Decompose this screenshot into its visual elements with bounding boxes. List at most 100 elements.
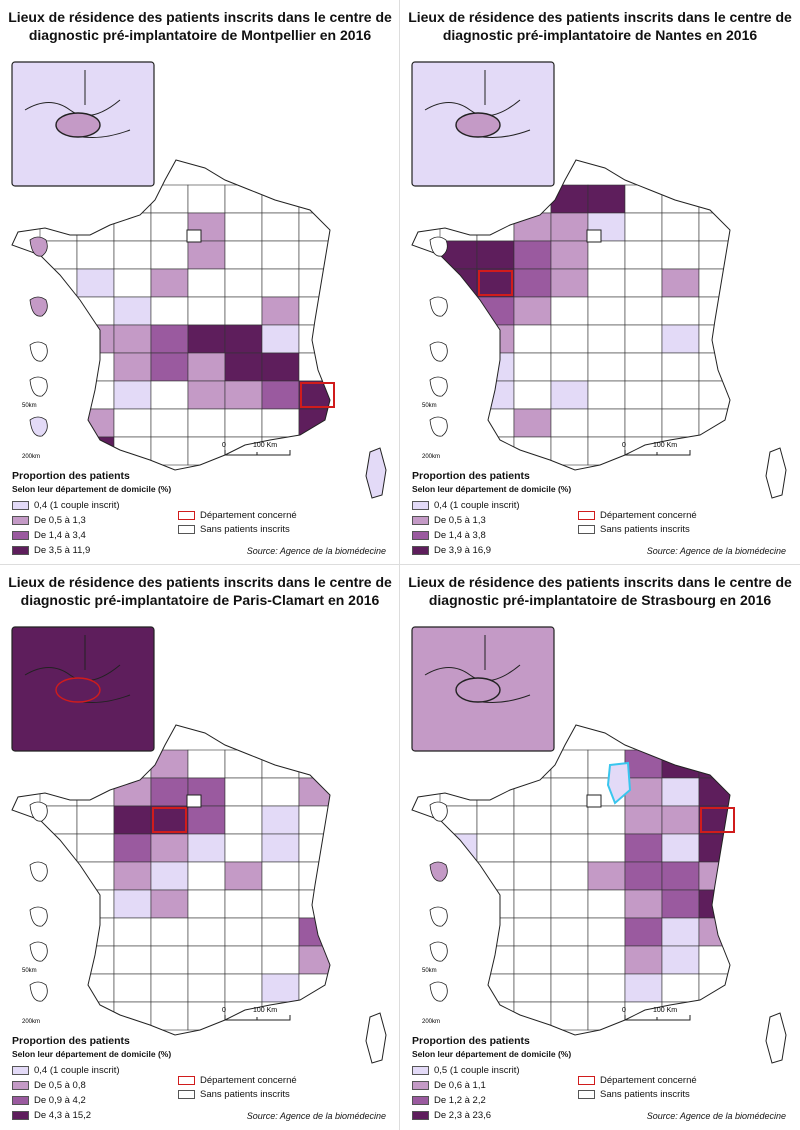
department	[513, 268, 552, 298]
department	[476, 889, 515, 919]
department	[624, 408, 663, 438]
department	[439, 184, 478, 214]
department	[224, 973, 263, 1003]
department	[476, 833, 515, 863]
panel-divider-horizontal	[0, 564, 800, 565]
department	[224, 352, 263, 382]
department	[587, 408, 626, 438]
legend-class-label: De 3,9 à 16,9	[434, 545, 492, 556]
department	[187, 296, 226, 326]
department	[76, 436, 115, 466]
legend-class-item: De 0,5 à 1,3	[412, 515, 486, 526]
department	[150, 212, 189, 242]
legend-class-label: 0,4 (1 couple inscrit)	[434, 500, 520, 511]
department	[587, 240, 626, 270]
department	[624, 945, 663, 975]
legend-swatch	[412, 516, 429, 525]
department	[150, 1001, 189, 1031]
department	[476, 352, 515, 382]
paris-marker	[186, 794, 202, 808]
legend-class-label: De 0,6 à 1,1	[434, 1080, 486, 1091]
department	[587, 805, 626, 835]
legend-title: Proportion des patients	[412, 1035, 530, 1047]
legend-swatch	[12, 531, 29, 540]
department	[39, 1001, 78, 1031]
legend-swatch	[12, 1111, 29, 1120]
department	[150, 408, 189, 438]
department	[187, 380, 226, 410]
legend-class-label: 0,4 (1 couple inscrit)	[34, 1065, 120, 1076]
source-note: Source: Agence de la biomédecine	[646, 1111, 786, 1121]
legend-concerned-label: Département concerné	[200, 1075, 297, 1086]
legend-class-item: De 1,4 à 3,4	[12, 530, 86, 541]
department	[39, 212, 78, 242]
panel-divider-vertical	[399, 0, 400, 1130]
department	[187, 945, 226, 975]
legend-swatch	[12, 516, 29, 525]
legend-swatch-red	[178, 1076, 195, 1085]
legend-class-item: 0,5 (1 couple inscrit)	[412, 1065, 520, 1076]
department	[187, 889, 226, 919]
department	[550, 805, 589, 835]
department	[113, 296, 152, 326]
department	[624, 973, 663, 1003]
department	[150, 184, 189, 214]
department	[261, 408, 300, 438]
overseas-department	[29, 296, 48, 317]
department	[661, 861, 700, 891]
overseas-department	[29, 981, 48, 1002]
department	[587, 1001, 626, 1031]
department	[150, 945, 189, 975]
department	[587, 268, 626, 298]
legend-none-label: Sans patients inscrits	[600, 1089, 690, 1100]
department	[624, 212, 663, 242]
legend-class-item: De 0,6 à 1,1	[412, 1080, 486, 1091]
department	[661, 352, 700, 382]
france-outline	[411, 724, 731, 1036]
scale-label-zero: 0	[622, 1007, 626, 1014]
department	[150, 436, 189, 466]
department	[550, 268, 589, 298]
legend-class-item: De 2,3 à 23,6	[412, 1110, 491, 1121]
paris-marker	[586, 794, 602, 808]
department	[698, 889, 730, 919]
map-title-line1: Lieux de résidence des patients inscrits…	[8, 9, 392, 25]
legend-none-label: Sans patients inscrits	[600, 524, 690, 535]
department	[624, 352, 663, 382]
map-title-line2: diagnostic pré-implantatoire de Nantes e…	[442, 27, 758, 43]
france-map: 50km 200km 0 100 Km	[411, 61, 787, 499]
department	[476, 212, 515, 242]
department	[587, 324, 626, 354]
department	[261, 805, 300, 835]
legend-swatch	[412, 1081, 429, 1090]
department	[150, 380, 189, 410]
legend-class-item: De 0,5 à 0,8	[12, 1080, 86, 1091]
department	[661, 889, 700, 919]
department	[624, 833, 663, 863]
department	[298, 805, 330, 835]
department	[113, 380, 152, 410]
idf-inset-paris	[455, 677, 501, 703]
department	[76, 917, 115, 947]
department	[224, 380, 263, 410]
scale-200km: 200km	[422, 454, 440, 460]
department	[187, 268, 226, 298]
department	[513, 945, 552, 975]
scale-label-100km: 100 Km	[653, 1007, 677, 1014]
department	[261, 945, 300, 975]
department	[550, 408, 589, 438]
department	[113, 268, 152, 298]
legend-subtitle: Selon leur département de domicile (%)	[412, 484, 572, 494]
department	[587, 436, 626, 466]
department	[187, 1001, 226, 1031]
map-title-line2: diagnostic pré-implantatoire de Montpell…	[28, 27, 372, 43]
corsica	[365, 447, 387, 499]
department	[261, 861, 300, 891]
department	[298, 380, 330, 410]
department	[224, 408, 263, 438]
department	[661, 184, 700, 214]
department	[513, 240, 552, 270]
source-note: Source: Agence de la biomédecine	[246, 546, 386, 556]
idf-inset-paris	[55, 112, 101, 138]
department	[76, 777, 115, 807]
